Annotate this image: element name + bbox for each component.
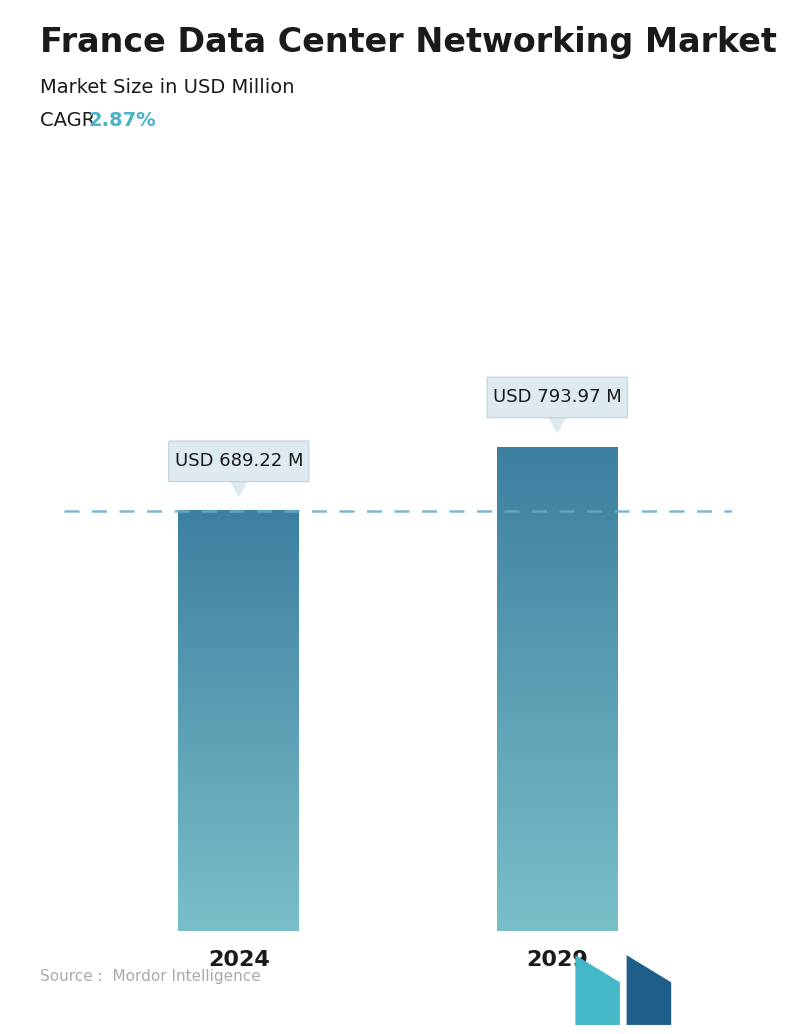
Polygon shape (549, 418, 565, 432)
Text: USD 793.97 M: USD 793.97 M (493, 389, 622, 406)
Text: CAGR: CAGR (40, 111, 101, 129)
Text: France Data Center Networking Market: France Data Center Networking Market (40, 26, 777, 59)
FancyBboxPatch shape (169, 442, 309, 482)
Text: USD 689.22 M: USD 689.22 M (174, 452, 303, 470)
Polygon shape (626, 955, 671, 1025)
FancyBboxPatch shape (487, 377, 627, 418)
Text: Market Size in USD Million: Market Size in USD Million (40, 78, 295, 96)
Polygon shape (576, 955, 620, 1025)
Text: Source :  Mordor Intelligence: Source : Mordor Intelligence (40, 969, 260, 984)
Polygon shape (231, 482, 247, 496)
Text: 2.87%: 2.87% (88, 111, 156, 129)
